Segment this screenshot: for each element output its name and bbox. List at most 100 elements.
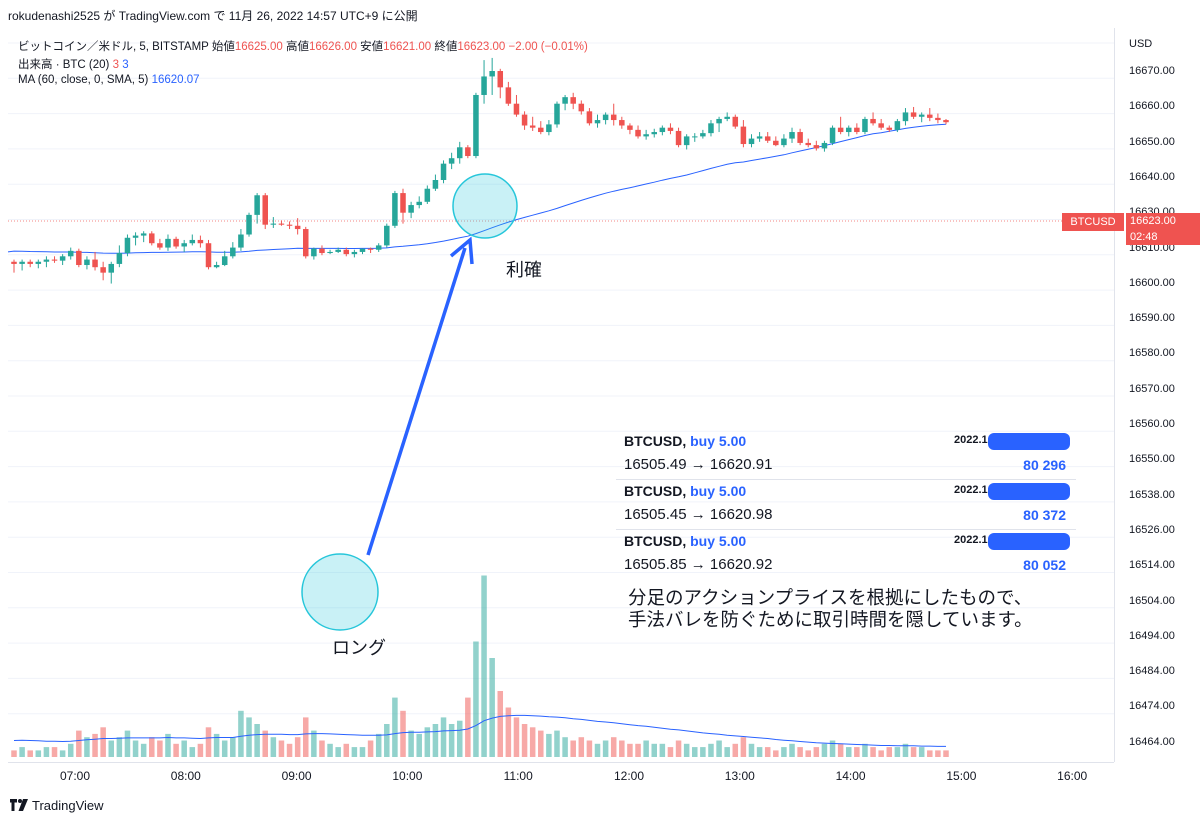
candle-body <box>667 127 674 131</box>
time-tick-label: 10:00 <box>392 769 423 783</box>
candle <box>497 68 504 99</box>
candle <box>84 256 90 270</box>
volume-bar <box>343 743 350 757</box>
ma-value: 16620.07 <box>151 74 200 86</box>
redaction-mask <box>988 533 1070 550</box>
candle-body <box>740 126 747 145</box>
volume-bar <box>278 740 285 757</box>
candle <box>92 251 98 271</box>
candle <box>116 245 123 268</box>
time-tick-label: 16:00 <box>1057 769 1088 783</box>
volume-bar <box>692 747 698 757</box>
volume-bar <box>197 743 204 757</box>
candle <box>424 185 431 204</box>
candle <box>400 188 406 224</box>
chart-area[interactable] <box>8 28 1114 762</box>
candle <box>918 112 925 123</box>
candle <box>311 247 317 260</box>
candle <box>76 248 82 268</box>
candle-body <box>35 261 42 264</box>
candle-body <box>927 114 933 118</box>
candle <box>11 259 17 273</box>
candle <box>829 125 836 146</box>
volume-bar <box>505 707 512 757</box>
candle-body <box>635 129 641 137</box>
candle-body <box>554 103 560 125</box>
candle-body <box>311 248 317 257</box>
candle <box>473 92 479 159</box>
note-line-1: 分足のアクションプライスを根拠にしたもので、 <box>628 587 1033 608</box>
price-tick-label: 16484.00 <box>1129 665 1175 678</box>
candle <box>19 259 25 271</box>
trade-prices: 16505.85 → 16620.92 <box>624 556 773 573</box>
volume-bar <box>748 743 755 757</box>
candle <box>27 259 33 268</box>
candle <box>108 261 115 284</box>
candle-body <box>659 127 666 133</box>
time-tick-label: 09:00 <box>281 769 312 783</box>
price-tick-label: 16538.00 <box>1129 488 1175 501</box>
volume-value-2: 3 <box>122 59 129 71</box>
candle <box>716 116 722 133</box>
candle <box>465 145 471 159</box>
currency-label: USD <box>1129 38 1153 50</box>
volume-bar <box>513 717 520 757</box>
note-line-2: 手法バレを防ぐために取引時間を隠しています。 <box>628 609 1033 630</box>
symbol-legend[interactable]: ビットコイン／米ドル, 5, BITSTAMP 始値16625.00 高値166… <box>18 41 588 53</box>
candle-body <box>100 267 106 273</box>
candle <box>238 229 244 251</box>
candle <box>764 132 771 143</box>
candle-body <box>197 239 204 244</box>
volume-bar <box>400 710 406 757</box>
candle <box>586 108 593 126</box>
candle <box>367 247 374 254</box>
price-tick-label: 16590.00 <box>1129 312 1175 325</box>
candle-body <box>764 136 771 141</box>
candle <box>554 101 560 128</box>
candle-body <box>610 114 617 121</box>
bar-countdown: 02:48 <box>1130 231 1158 243</box>
ma-indicator-label: MA (60, close, 0, SMA, 5) <box>18 74 149 86</box>
volume-bar <box>764 747 771 757</box>
candle <box>278 220 285 226</box>
volume-bar <box>610 737 617 757</box>
volume-bar <box>732 743 739 757</box>
candle <box>602 112 609 125</box>
volume-legend[interactable]: 出来高 · BTC (20) 3 3 <box>18 56 129 72</box>
candle <box>781 134 787 148</box>
volume-bar <box>635 743 641 757</box>
price-axis[interactable]: USD 16670.0016660.0016650.0016640.001663… <box>1114 28 1200 762</box>
tradingview-branding[interactable]: TradingView <box>10 798 104 813</box>
candle <box>335 247 341 254</box>
price-tick-label: 16670.00 <box>1129 65 1175 77</box>
candle <box>351 249 358 258</box>
candle-body <box>781 138 787 146</box>
candle <box>845 125 852 137</box>
candle <box>181 239 187 252</box>
volume-bar <box>935 750 941 757</box>
candle-body <box>440 163 447 180</box>
candle <box>756 132 763 142</box>
volume-bar <box>11 750 17 757</box>
volume-bar <box>327 743 333 757</box>
candle <box>286 221 293 230</box>
time-axis[interactable]: 07:00 08:00 09:00 10:00 11:00 12:00 13:00 14:00… <box>8 762 1114 791</box>
volume-bar <box>667 747 674 757</box>
candle <box>521 111 528 130</box>
volume-bar <box>294 737 301 757</box>
volume-bar <box>375 733 382 757</box>
candle-body <box>238 234 244 248</box>
candle-body <box>27 261 33 264</box>
candle-body <box>19 261 25 264</box>
volume-bar <box>918 747 925 757</box>
candle-body <box>902 112 909 122</box>
candle <box>643 129 649 140</box>
volume-bar <box>270 737 277 757</box>
candle <box>805 138 811 148</box>
candle <box>67 247 74 260</box>
volume-bar <box>35 750 42 757</box>
take-profit-circle <box>452 173 518 239</box>
ma-legend[interactable]: MA (60, close, 0, SMA, 5) 16620.07 <box>18 74 200 86</box>
candle <box>262 193 268 230</box>
